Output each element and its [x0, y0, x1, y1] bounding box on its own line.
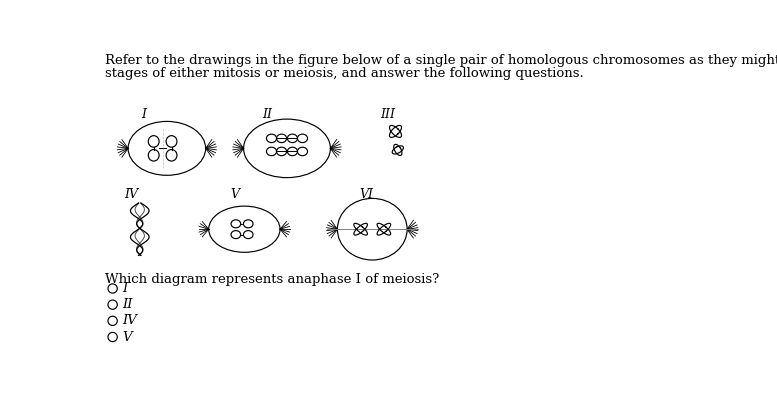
Text: I: I [141, 107, 146, 121]
Text: II: II [262, 107, 272, 121]
Text: VI: VI [359, 188, 373, 202]
Text: Which diagram represents anaphase I of meiosis?: Which diagram represents anaphase I of m… [105, 273, 439, 286]
Text: V: V [231, 188, 239, 202]
Text: IV: IV [124, 188, 138, 202]
Text: Refer to the drawings in the figure below of a single pair of homologous chromos: Refer to the drawings in the figure belo… [105, 54, 777, 67]
Text: III: III [380, 107, 395, 121]
Text: II: II [123, 298, 133, 311]
Text: IV: IV [123, 314, 138, 327]
Text: V: V [123, 330, 132, 344]
Text: I: I [123, 282, 128, 295]
Text: stages of either mitosis or meiosis, and answer the following questions.: stages of either mitosis or meiosis, and… [105, 67, 584, 80]
